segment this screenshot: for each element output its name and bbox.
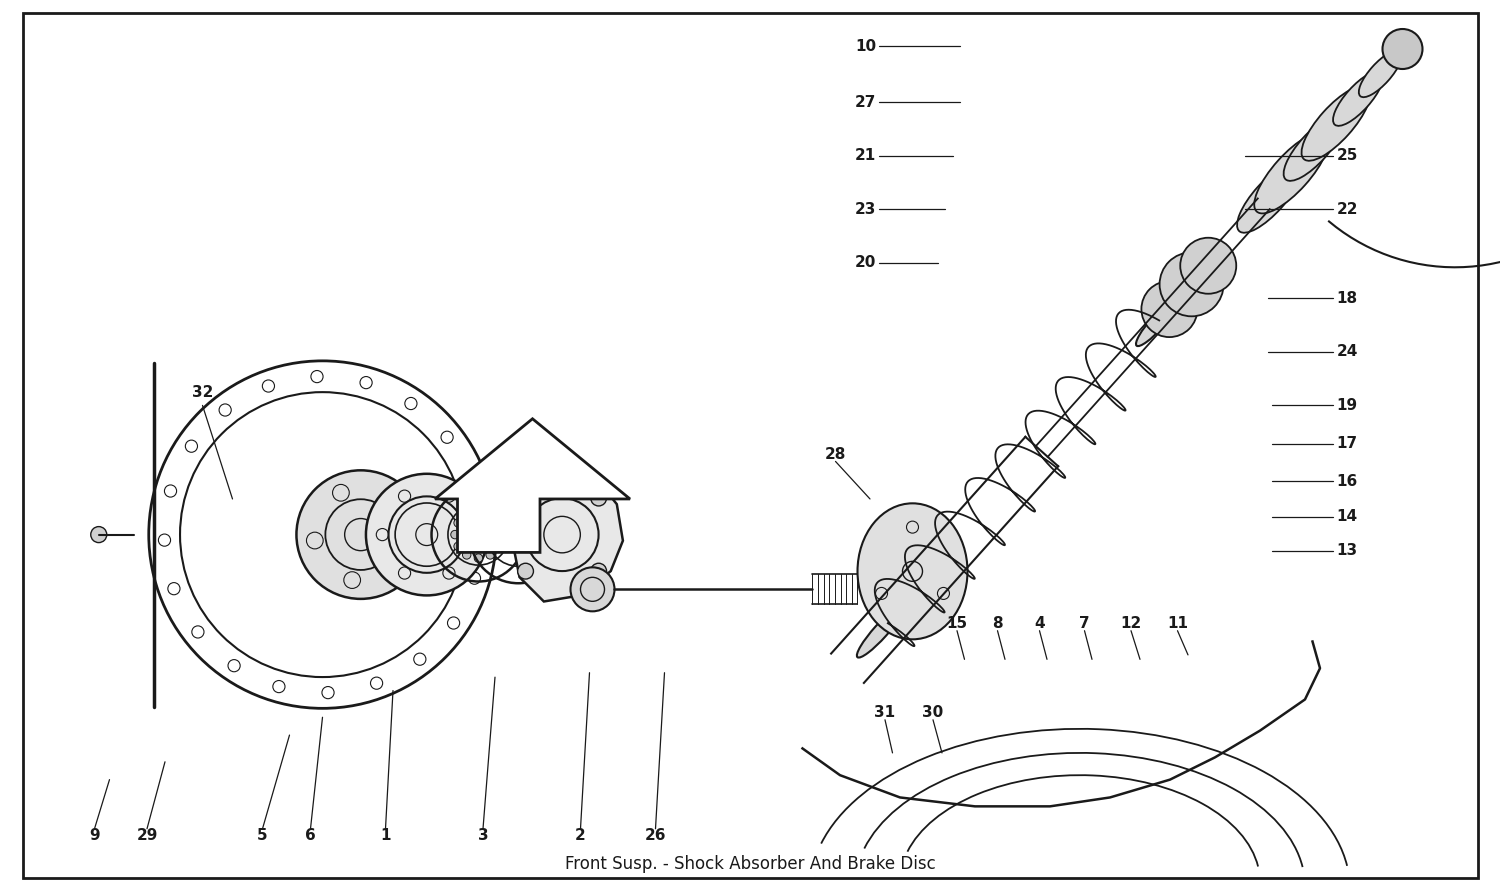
Circle shape <box>591 563 606 579</box>
Circle shape <box>570 568 615 611</box>
Text: 2: 2 <box>574 829 586 843</box>
Ellipse shape <box>858 503 968 640</box>
Circle shape <box>474 523 486 535</box>
Text: 20: 20 <box>855 256 876 270</box>
Circle shape <box>159 534 171 546</box>
Circle shape <box>360 377 372 388</box>
Text: 9: 9 <box>88 829 101 843</box>
Polygon shape <box>435 419 630 552</box>
Circle shape <box>462 551 471 560</box>
Text: 23: 23 <box>855 202 876 217</box>
Circle shape <box>462 510 471 519</box>
Circle shape <box>219 404 231 416</box>
Circle shape <box>165 485 177 497</box>
Text: 1: 1 <box>381 829 390 843</box>
Ellipse shape <box>1302 86 1371 160</box>
Circle shape <box>468 572 480 584</box>
Circle shape <box>1160 252 1224 316</box>
Text: 18: 18 <box>1336 291 1358 306</box>
Text: 16: 16 <box>1336 474 1358 488</box>
Text: 25: 25 <box>1336 149 1358 163</box>
Text: 15: 15 <box>946 617 968 631</box>
Ellipse shape <box>1238 162 1302 233</box>
Text: 17: 17 <box>1336 437 1358 451</box>
Text: 32: 32 <box>192 385 213 399</box>
Text: 8: 8 <box>992 617 1004 631</box>
Polygon shape <box>513 462 622 601</box>
Circle shape <box>370 677 382 690</box>
Text: 26: 26 <box>645 829 666 843</box>
Text: 10: 10 <box>855 39 876 53</box>
Circle shape <box>486 510 495 519</box>
Circle shape <box>273 681 285 692</box>
Circle shape <box>405 397 417 410</box>
Circle shape <box>518 490 534 506</box>
Circle shape <box>322 687 334 699</box>
Text: 12: 12 <box>1120 617 1142 631</box>
Ellipse shape <box>1334 71 1383 126</box>
Ellipse shape <box>856 605 904 658</box>
Circle shape <box>452 530 459 539</box>
Circle shape <box>168 583 180 595</box>
Circle shape <box>465 474 477 486</box>
Text: 30: 30 <box>922 706 944 720</box>
Text: 24: 24 <box>1336 345 1358 359</box>
Circle shape <box>518 563 534 579</box>
Circle shape <box>474 554 483 562</box>
Text: Front Susp. - Shock Absorber And Brake Disc: Front Susp. - Shock Absorber And Brake D… <box>564 855 936 873</box>
Ellipse shape <box>1284 115 1344 181</box>
Text: 29: 29 <box>136 829 158 843</box>
Text: 22: 22 <box>1336 202 1358 217</box>
Circle shape <box>454 519 462 527</box>
Ellipse shape <box>1136 297 1180 346</box>
Circle shape <box>186 440 198 453</box>
Circle shape <box>192 625 204 638</box>
Text: 4: 4 <box>1034 617 1046 631</box>
Text: 21: 21 <box>855 149 876 163</box>
Circle shape <box>228 659 240 672</box>
Circle shape <box>1180 238 1236 294</box>
Circle shape <box>474 507 483 515</box>
Text: 27: 27 <box>855 95 876 110</box>
Circle shape <box>591 490 606 506</box>
Ellipse shape <box>1359 51 1402 97</box>
Circle shape <box>495 519 502 527</box>
Text: 6: 6 <box>304 829 316 843</box>
Text: 31: 31 <box>874 706 896 720</box>
Circle shape <box>414 653 426 666</box>
Circle shape <box>1142 281 1197 337</box>
Circle shape <box>498 530 506 539</box>
Circle shape <box>495 542 502 551</box>
Text: 13: 13 <box>1336 544 1358 558</box>
Text: 28: 28 <box>825 447 846 462</box>
Circle shape <box>447 617 459 629</box>
Circle shape <box>441 431 453 444</box>
Circle shape <box>262 380 274 392</box>
Circle shape <box>92 527 106 543</box>
Circle shape <box>366 474 488 595</box>
Text: 7: 7 <box>1078 617 1090 631</box>
Circle shape <box>454 542 462 551</box>
Circle shape <box>310 371 322 382</box>
Text: 3: 3 <box>477 829 489 843</box>
Circle shape <box>486 551 495 560</box>
Text: 19: 19 <box>1336 398 1358 413</box>
Circle shape <box>297 470 424 599</box>
Ellipse shape <box>1254 132 1329 214</box>
Circle shape <box>1383 29 1422 69</box>
Text: 14: 14 <box>1336 510 1358 524</box>
Text: 11: 11 <box>1167 617 1188 631</box>
Text: 5: 5 <box>256 829 268 843</box>
